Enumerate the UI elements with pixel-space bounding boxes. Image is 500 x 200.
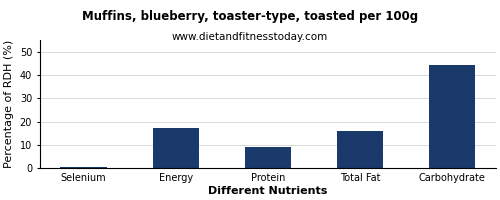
Bar <box>429 65 475 168</box>
Text: www.dietandfitnesstoday.com: www.dietandfitnesstoday.com <box>172 32 328 42</box>
Y-axis label: Percentage of RDH (%): Percentage of RDH (%) <box>4 40 14 168</box>
Bar <box>152 128 198 168</box>
Bar <box>244 147 291 168</box>
Text: Muffins, blueberry, toaster-type, toasted per 100g: Muffins, blueberry, toaster-type, toaste… <box>82 10 418 23</box>
Bar <box>337 131 383 168</box>
X-axis label: Different Nutrients: Different Nutrients <box>208 186 328 196</box>
Bar <box>60 167 106 168</box>
